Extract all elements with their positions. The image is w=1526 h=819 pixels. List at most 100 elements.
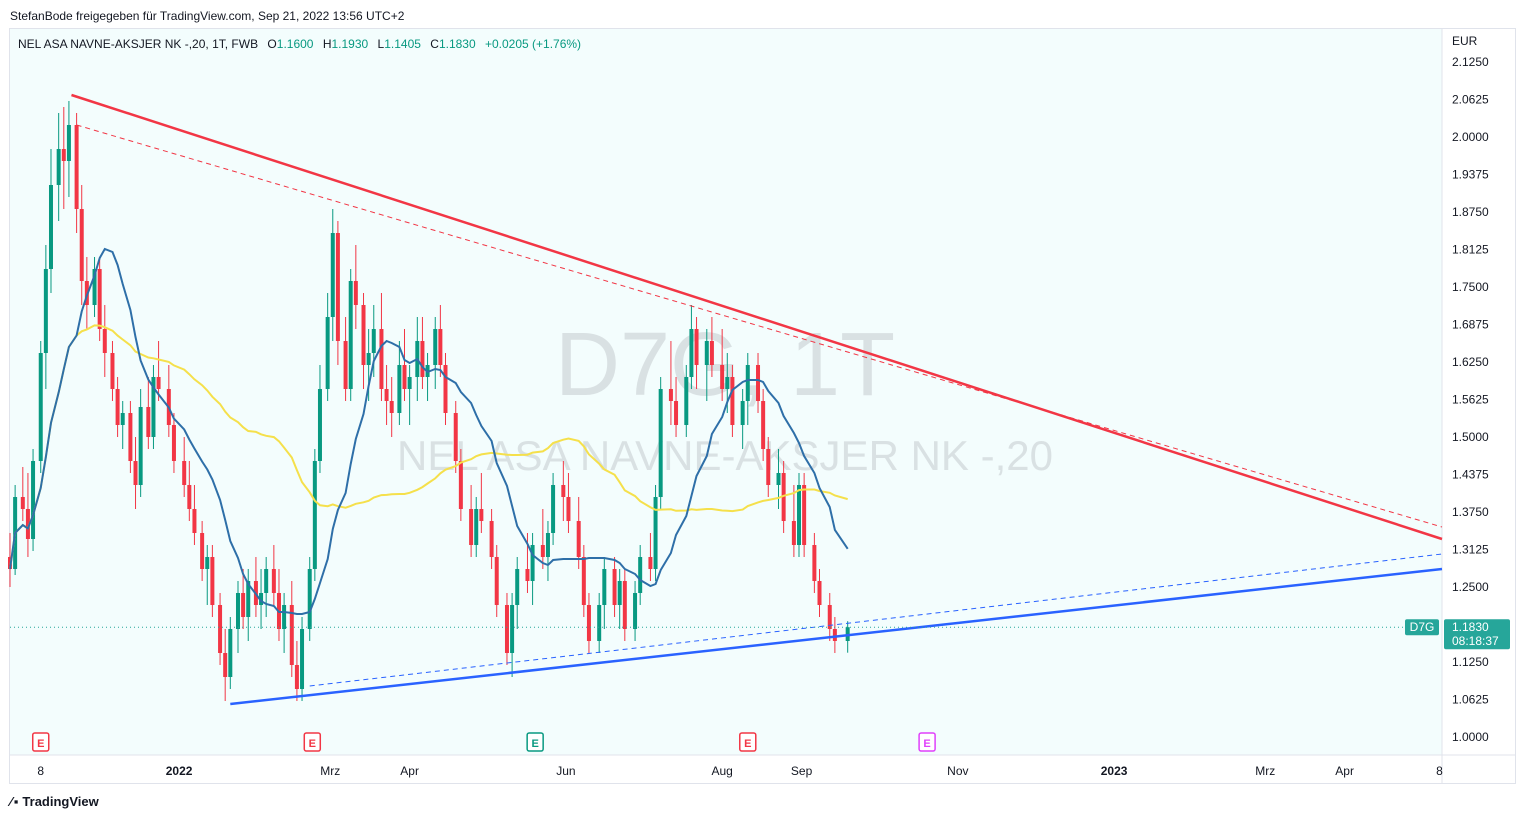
candle-body [443, 365, 448, 413]
candle-body [235, 593, 240, 629]
candle-body [515, 569, 520, 605]
candle-body [218, 605, 223, 653]
earnings-event-marker[interactable]: E [303, 732, 322, 752]
change-value: +0.0205 (+1.76%) [484, 37, 582, 51]
price-tick-label: 2.0000 [1452, 130, 1489, 144]
price-tick-label: 1.6875 [1452, 318, 1489, 332]
earnings-event-marker[interactable]: E [526, 732, 544, 752]
price-tick-label: 1.0625 [1452, 693, 1489, 707]
candle-body [102, 329, 107, 353]
earnings-event-marker[interactable]: E [918, 732, 936, 752]
low-label: L [377, 37, 385, 51]
open-value: 1.1600 [276, 37, 314, 51]
candle-body [832, 629, 837, 641]
open-label: O [267, 37, 277, 51]
candle-body [289, 605, 294, 665]
currency-label: EUR [1452, 34, 1478, 48]
earnings-event-marker[interactable]: E [31, 732, 50, 752]
high-label: H [322, 37, 332, 51]
candle-body [228, 629, 233, 677]
candle-body [453, 413, 458, 461]
candle-body [494, 557, 499, 605]
candle-body [489, 521, 494, 557]
candle-body [110, 353, 115, 389]
time-tick-label: 8 [1436, 764, 1443, 778]
time-scale-ticks[interactable]: 8 2022 Mrz Apr Jun Aug Sep Nov 2023 Mrz Apr 8 [37, 764, 1443, 778]
price-tick-label: 2.0625 [1452, 93, 1489, 107]
time-tick-label: Aug [711, 764, 732, 778]
candle-body [530, 545, 535, 581]
candle-body [66, 125, 71, 161]
candle-body [138, 407, 143, 485]
candle-body [43, 269, 48, 353]
time-tick-label: Sep [791, 764, 813, 778]
candle-body [120, 413, 125, 425]
candle-body [259, 593, 264, 605]
support-line [230, 567, 1443, 706]
candle-body [307, 569, 312, 629]
candles [8, 101, 850, 701]
publish-line: StefanBode freigegeben für TradingView.c… [10, 9, 405, 23]
tradingview-logo-icon: ⁄ ▪ [10, 794, 18, 809]
moving-averages [9, 247, 849, 615]
countdown-value: 08:18:37 [1452, 634, 1499, 648]
candle-body [389, 401, 394, 413]
footer-brand[interactable]: ⁄ ▪ TradingView [10, 794, 99, 809]
candle-body [146, 407, 151, 437]
time-tick-label: Nov [947, 764, 968, 778]
candle-body [720, 365, 725, 389]
candle-body [402, 365, 407, 389]
candle-body [761, 401, 766, 449]
candle-body [371, 329, 376, 353]
price-tick-label: 1.7500 [1452, 280, 1489, 294]
candle-body [92, 269, 97, 305]
candle-body [264, 569, 269, 593]
candle-body [200, 533, 205, 569]
candle-body [458, 461, 463, 509]
candle-body [689, 329, 694, 377]
candle-body [479, 509, 484, 521]
candle-body [576, 521, 581, 557]
candle-body [128, 413, 133, 461]
ma-short-line [9, 247, 849, 615]
candle-body [674, 401, 679, 425]
time-tick-label: Mrz [1255, 764, 1275, 778]
earnings-event-letter: E [923, 738, 930, 750]
candle-body [156, 377, 161, 389]
trend-lines[interactable] [71, 93, 1443, 706]
candle-body [740, 401, 745, 425]
candle-body [684, 377, 689, 425]
price-tick-label: 1.4375 [1452, 468, 1489, 482]
candle-body [602, 569, 607, 605]
candle-body [205, 557, 210, 569]
earnings-event-letter: E [309, 738, 316, 750]
earnings-event-icon [31, 732, 50, 752]
candle-body [561, 485, 566, 497]
candle-body [725, 377, 730, 389]
candle-body [271, 569, 276, 593]
candle-body [658, 389, 663, 497]
ticker-badge-label: D7G [1410, 620, 1435, 634]
candle-body [397, 365, 402, 413]
candle-body [704, 341, 709, 365]
earnings-event-marker[interactable]: E [739, 732, 757, 752]
candle-body [817, 581, 822, 605]
candle-body [668, 389, 673, 401]
price-tick-label: 1.8750 [1452, 205, 1489, 219]
ma-long-line [9, 324, 848, 570]
candle-body [566, 497, 571, 521]
candle-body [151, 377, 156, 437]
candle-body [353, 281, 358, 305]
price-scale-ticks[interactable]: 2.1250 2.0625 2.0000 1.9375 1.8750 1.8125 1.75… [1452, 55, 1489, 744]
price-tick-label: 2.1250 [1452, 55, 1489, 69]
chart-frame [9, 28, 1516, 784]
candle-body [827, 605, 832, 629]
candle-body [25, 509, 30, 539]
candle-body [622, 581, 627, 629]
candle-body [586, 605, 591, 641]
candle-body [766, 449, 771, 485]
candle-body [545, 533, 550, 557]
price-tick-label: 1.5625 [1452, 393, 1489, 407]
